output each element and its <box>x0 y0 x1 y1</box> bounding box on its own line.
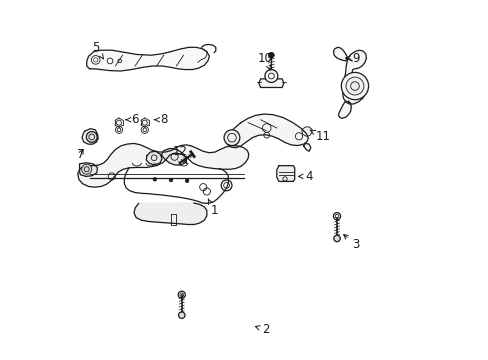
Circle shape <box>268 52 274 58</box>
Polygon shape <box>161 148 186 165</box>
Circle shape <box>333 235 340 242</box>
Polygon shape <box>303 143 310 151</box>
Polygon shape <box>78 143 248 187</box>
Polygon shape <box>258 79 284 87</box>
Polygon shape <box>301 127 311 136</box>
Polygon shape <box>333 47 347 61</box>
Circle shape <box>81 164 92 174</box>
Polygon shape <box>146 151 162 165</box>
Text: 12: 12 <box>172 145 187 163</box>
Circle shape <box>169 178 172 182</box>
Circle shape <box>178 312 184 319</box>
Circle shape <box>346 77 363 95</box>
Circle shape <box>341 72 368 100</box>
Text: 10: 10 <box>257 51 272 70</box>
Text: 7: 7 <box>76 148 84 161</box>
Text: 3: 3 <box>343 234 359 251</box>
Circle shape <box>185 179 188 183</box>
Circle shape <box>86 132 97 142</box>
Polygon shape <box>80 163 97 176</box>
Text: 11: 11 <box>309 130 329 144</box>
Circle shape <box>153 177 156 181</box>
Polygon shape <box>342 50 366 104</box>
Polygon shape <box>338 101 351 118</box>
Circle shape <box>264 69 277 82</box>
Polygon shape <box>226 114 308 148</box>
Text: 5: 5 <box>92 41 103 59</box>
Polygon shape <box>276 166 294 181</box>
Text: 8: 8 <box>154 113 167 126</box>
Polygon shape <box>82 129 98 144</box>
Polygon shape <box>134 203 206 225</box>
Circle shape <box>224 130 239 145</box>
Text: 2: 2 <box>255 323 269 336</box>
Text: 9: 9 <box>345 51 359 64</box>
Text: 6: 6 <box>125 113 139 126</box>
Polygon shape <box>86 47 209 71</box>
Text: 4: 4 <box>298 170 312 183</box>
Text: 1: 1 <box>208 199 217 217</box>
